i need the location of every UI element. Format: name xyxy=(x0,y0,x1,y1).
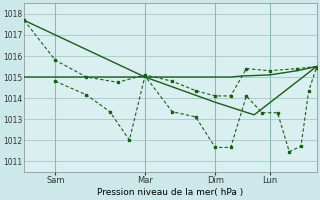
X-axis label: Pression niveau de la mer( hPa ): Pression niveau de la mer( hPa ) xyxy=(97,188,244,197)
